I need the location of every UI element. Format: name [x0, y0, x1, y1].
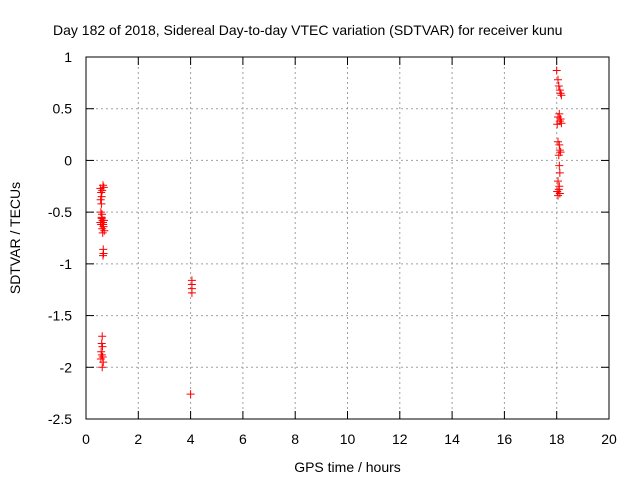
y-tick-label: 1	[64, 49, 72, 65]
x-axis-title: GPS time / hours	[294, 459, 401, 475]
data-point-marker	[557, 91, 566, 100]
data-point-marker	[100, 226, 109, 235]
data-point-marker	[98, 224, 107, 233]
y-tick-label: 0.5	[53, 101, 73, 117]
data-points	[96, 66, 566, 399]
y-tick-labels: -2.5 -2 -1.5 -1 -0.5 0 0.5 1	[48, 49, 72, 427]
data-point-marker	[99, 183, 108, 192]
grid-lines	[86, 57, 609, 419]
chart-title: Day 182 of 2018, Sidereal Day-to-day VTE…	[53, 22, 562, 38]
data-point-marker	[100, 216, 109, 225]
data-point-marker	[554, 81, 563, 90]
data-point-marker	[555, 161, 564, 170]
data-point-marker	[98, 332, 107, 341]
data-point-marker	[554, 151, 563, 160]
data-point-marker	[98, 352, 107, 361]
data-point-marker	[552, 66, 561, 75]
y-tick-label: -0.5	[48, 204, 72, 220]
x-tick-label: 4	[187, 431, 195, 447]
data-point-marker	[557, 119, 566, 128]
data-point-marker	[99, 249, 108, 258]
x-tick-label: 16	[497, 431, 513, 447]
data-point-marker	[97, 350, 106, 359]
data-point-marker	[555, 146, 564, 155]
x-tick-labels: 0 2 4 6 8 10 12 14 16 18 20	[82, 431, 617, 447]
data-point-marker	[97, 188, 106, 197]
y-tick-label: -2	[60, 359, 73, 375]
x-tick-label: 8	[291, 431, 299, 447]
data-point-marker	[99, 358, 108, 367]
data-point-marker	[556, 89, 565, 98]
data-point-marker	[99, 220, 108, 229]
data-point-marker	[554, 177, 563, 186]
x-tick-label: 18	[549, 431, 565, 447]
data-point-marker	[97, 210, 106, 219]
data-point-marker	[554, 191, 563, 200]
data-point-marker	[187, 288, 196, 297]
data-point-marker	[98, 228, 107, 237]
x-tick-label: 14	[444, 431, 460, 447]
data-point-marker	[96, 208, 105, 217]
data-point-marker	[556, 115, 565, 124]
data-point-marker	[98, 181, 107, 190]
x-tick-label: 12	[392, 431, 408, 447]
y-tick-label: -1	[60, 256, 73, 272]
data-point-marker	[186, 390, 195, 399]
data-point-marker	[555, 168, 564, 177]
data-point-marker	[98, 363, 107, 372]
y-tick-label: 0	[64, 152, 72, 168]
data-point-marker	[555, 140, 564, 149]
data-point-marker	[96, 195, 105, 204]
data-point-marker	[97, 199, 106, 208]
y-axis-title: SDTVAR / TECUs	[7, 182, 23, 294]
data-point-marker	[98, 342, 107, 351]
x-tick-label: 10	[340, 431, 356, 447]
data-point-marker	[555, 189, 564, 198]
axis-ticks	[85, 56, 610, 420]
data-point-marker	[554, 75, 563, 84]
x-tick-label: 20	[601, 431, 617, 447]
data-point-marker	[553, 120, 562, 129]
y-tick-label: -2.5	[48, 411, 72, 427]
x-tick-label: 6	[239, 431, 247, 447]
x-tick-label: 2	[134, 431, 142, 447]
x-tick-label: 0	[82, 431, 90, 447]
data-point-marker	[98, 251, 107, 260]
data-point-marker	[554, 185, 563, 194]
y-tick-label: -1.5	[48, 308, 72, 324]
